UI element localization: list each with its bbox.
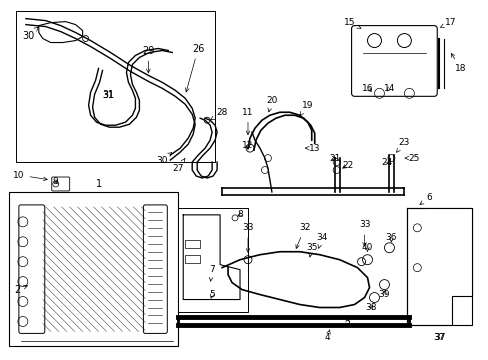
Text: 9: 9 — [53, 177, 59, 186]
Text: 22: 22 — [341, 161, 352, 170]
Text: 20: 20 — [265, 96, 277, 112]
Text: 24: 24 — [381, 158, 392, 167]
Text: 18: 18 — [450, 53, 466, 73]
Text: 33: 33 — [358, 220, 369, 246]
Text: 36: 36 — [385, 233, 396, 242]
Text: 39: 39 — [378, 290, 389, 299]
Text: 27: 27 — [172, 158, 184, 172]
Text: 26: 26 — [185, 44, 204, 92]
Text: 13: 13 — [305, 144, 320, 153]
Text: 28: 28 — [210, 108, 227, 120]
Text: 19: 19 — [299, 101, 313, 116]
Text: 31: 31 — [102, 90, 114, 100]
Text: 10: 10 — [13, 171, 47, 181]
Bar — [9, 192, 178, 346]
Bar — [427, 208, 471, 296]
Text: 4: 4 — [324, 330, 330, 342]
Text: 34: 34 — [315, 233, 327, 248]
Text: 38: 38 — [365, 303, 376, 312]
Text: 5: 5 — [209, 290, 215, 299]
Text: 21: 21 — [328, 154, 340, 163]
Text: 35: 35 — [305, 243, 317, 257]
Text: 8: 8 — [237, 210, 243, 219]
Text: 30: 30 — [22, 27, 38, 41]
Text: 15: 15 — [343, 18, 360, 28]
Text: 37: 37 — [432, 333, 444, 342]
Text: 37: 37 — [433, 333, 445, 342]
Text: 11: 11 — [242, 108, 253, 135]
Text: 1: 1 — [95, 179, 102, 189]
Text: 16: 16 — [361, 84, 372, 93]
FancyBboxPatch shape — [19, 205, 45, 333]
Text: 31: 31 — [102, 91, 114, 100]
Bar — [185, 255, 200, 263]
Text: 6: 6 — [419, 193, 431, 204]
Bar — [185, 240, 200, 248]
Text: 40: 40 — [361, 243, 372, 252]
Text: 33: 33 — [242, 223, 253, 252]
Text: 3: 3 — [344, 317, 350, 326]
Text: 17: 17 — [439, 18, 456, 27]
Text: 32: 32 — [295, 223, 310, 248]
FancyBboxPatch shape — [52, 177, 69, 191]
Text: 12: 12 — [242, 141, 253, 150]
FancyBboxPatch shape — [351, 26, 436, 96]
Text: 14: 14 — [383, 84, 394, 93]
Bar — [178, 208, 247, 312]
FancyBboxPatch shape — [143, 205, 167, 333]
Text: 30: 30 — [156, 153, 171, 165]
Text: 25: 25 — [405, 154, 419, 163]
Text: 2: 2 — [14, 284, 27, 294]
Text: 23: 23 — [396, 138, 409, 152]
Text: 29: 29 — [142, 45, 154, 73]
Bar — [407, 208, 471, 325]
Text: 7: 7 — [209, 265, 215, 281]
